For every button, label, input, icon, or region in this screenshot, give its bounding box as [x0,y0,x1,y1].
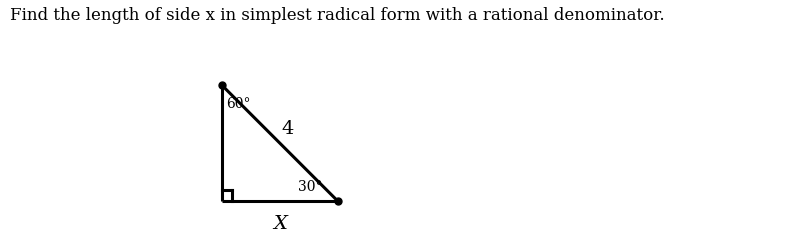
Text: 30°: 30° [298,180,323,194]
Text: X: X [273,215,286,233]
Text: Find the length of side x in simplest radical form with a rational denominator.: Find the length of side x in simplest ra… [10,7,665,24]
Text: 4: 4 [282,120,294,138]
Text: 60°: 60° [227,97,251,111]
